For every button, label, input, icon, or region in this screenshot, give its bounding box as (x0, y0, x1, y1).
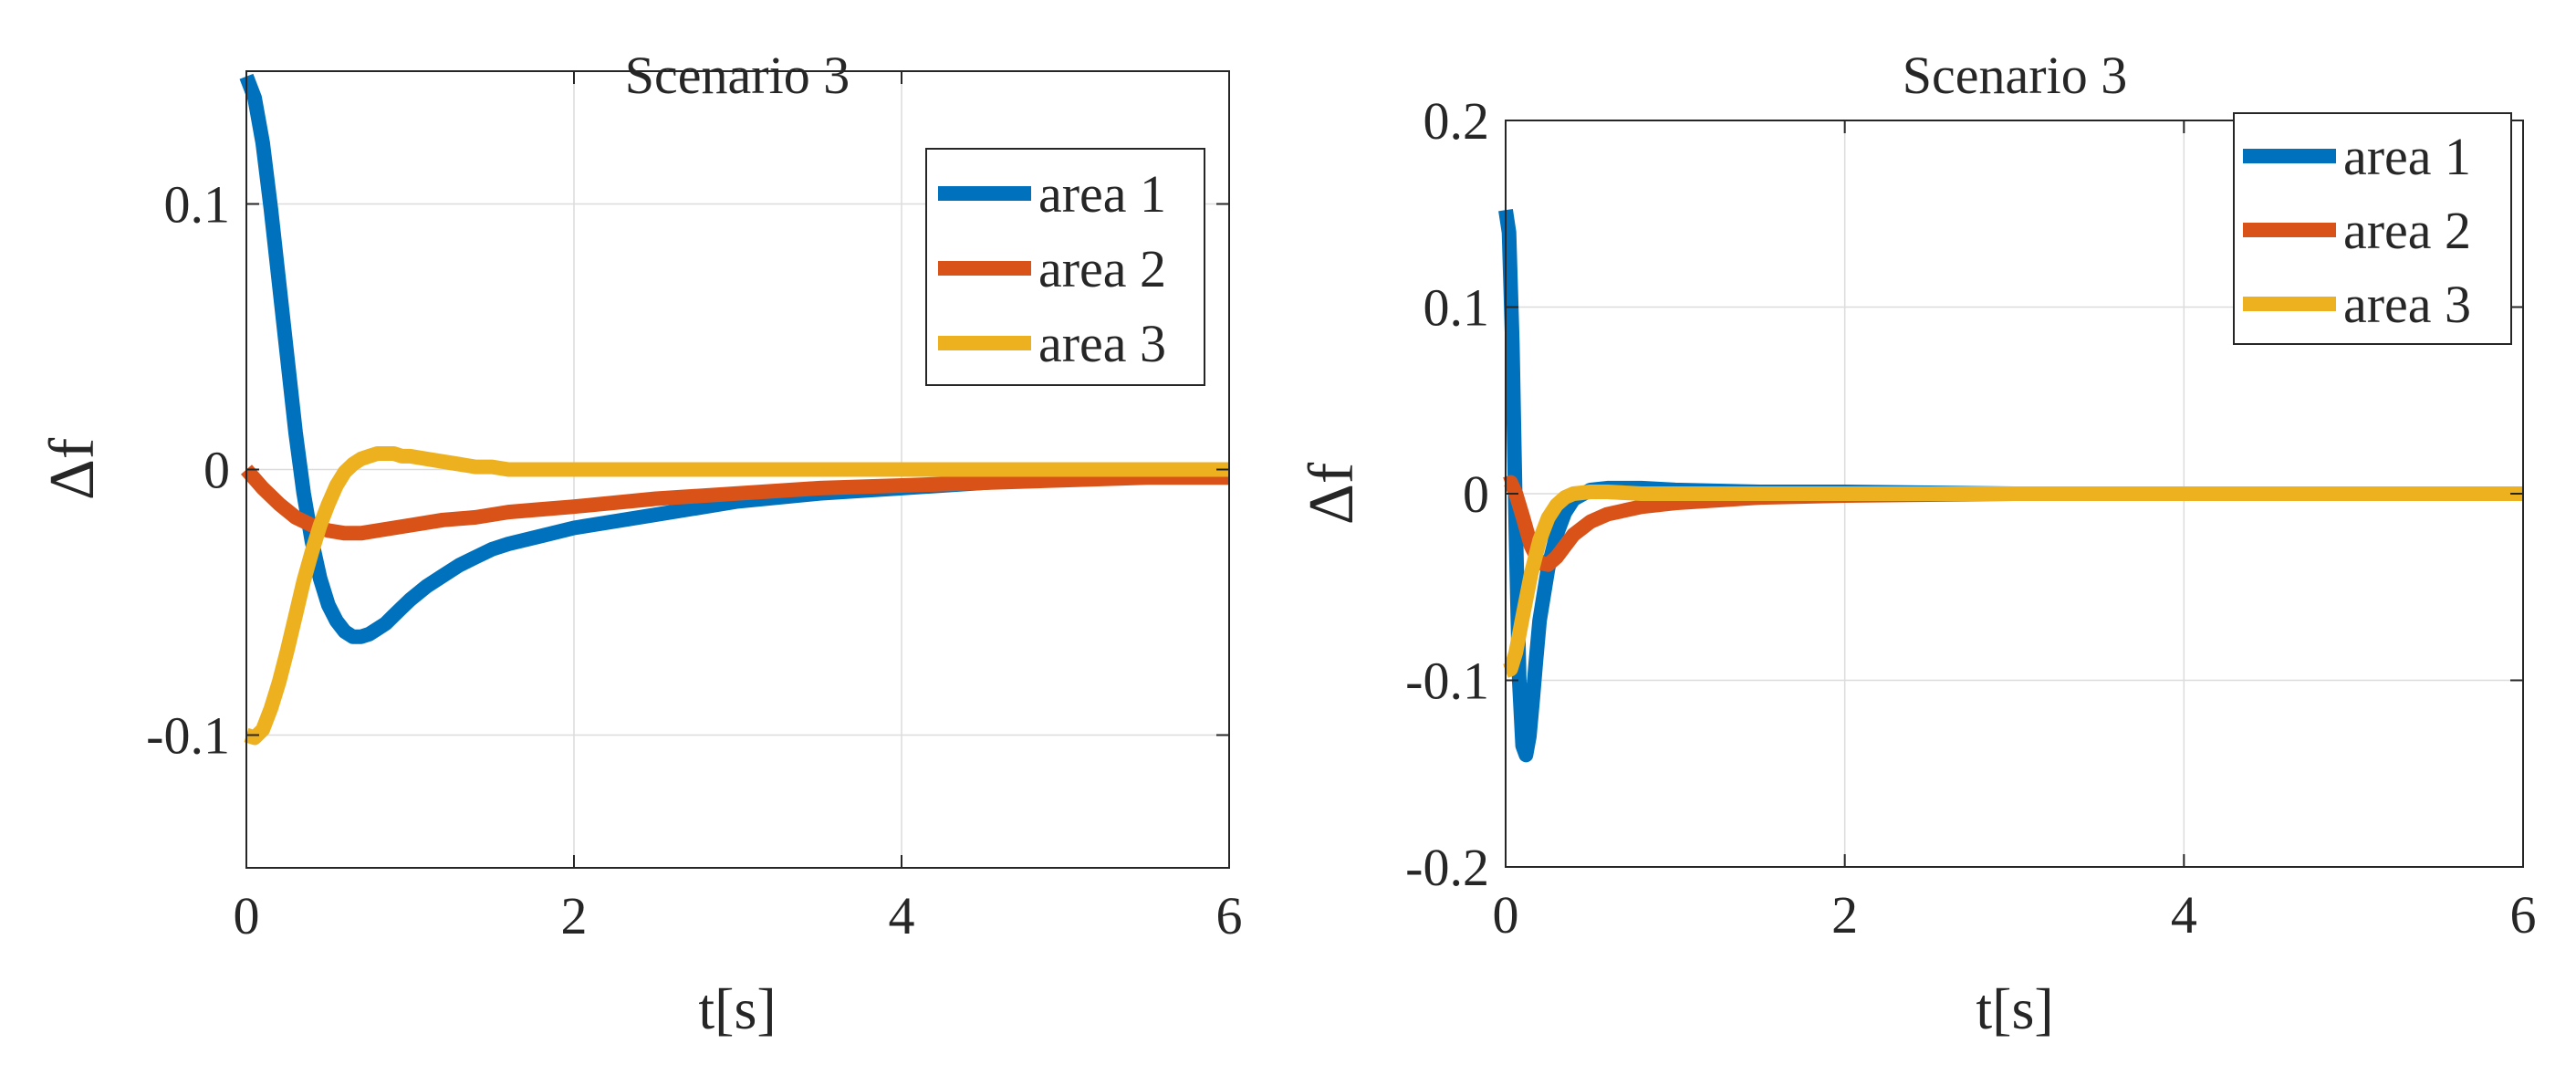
x-tick-label: 6 (1216, 886, 1243, 945)
y-tick-label: -0.2 (1405, 838, 1489, 897)
legend-label-area-1-left: area 1 (1038, 164, 1166, 224)
chart-title-left: Scenario 3 (625, 46, 850, 105)
x-tick-label: 0 (1493, 885, 1519, 945)
y-tick-label: -0.1 (146, 706, 230, 766)
legend-right: area 1 area 2 area 3 (2233, 112, 2512, 345)
series-line-area-1-left (239, 73, 1230, 644)
series-line-area-2-left (240, 464, 1229, 541)
x-axis-label-left: t[s] (698, 976, 776, 1041)
legend-label-area-1-right: area 1 (2343, 127, 2471, 186)
y-axis-label-right: Δf (1297, 462, 1367, 525)
ticks-right: 0 2 4 6 -0.2 -0.1 0 0.1 0.2 (1405, 91, 2536, 945)
x-axis-label-right: t[s] (1976, 976, 2053, 1041)
scenario-3-right-panel: 0 2 4 6 -0.2 -0.1 0 0.1 0.2 Scenario 3 t[s] Δf a… (1297, 46, 2537, 1041)
x-tick-label: 2 (1831, 885, 1858, 945)
y-tick-label: 0.1 (1424, 278, 1490, 338)
series-line-area-3-left (244, 446, 1229, 746)
series-right (1498, 209, 2523, 763)
legend-label-area-3-right: area 3 (2343, 275, 2471, 334)
legend-left: area 1 area 2 area 3 (925, 148, 1205, 386)
series-left (239, 73, 1230, 746)
y-tick-label: 0.2 (1424, 91, 1490, 151)
x-tick-label: 4 (2171, 885, 2197, 945)
y-tick-label: 0 (1463, 464, 1489, 524)
series-line-area-3-right (1503, 485, 2523, 678)
y-tick-label: -0.1 (1405, 652, 1489, 711)
x-tick-label: 2 (561, 886, 588, 945)
x-tick-label: 4 (889, 886, 915, 945)
y-axis-label-left: Δf (37, 437, 108, 500)
legend-label-area-2-left: area 2 (1038, 239, 1166, 298)
y-tick-label: 0 (203, 441, 230, 500)
x-tick-label: 6 (2510, 885, 2537, 945)
chart-title-right: Scenario 3 (1903, 46, 2127, 105)
y-tick-label: 0.1 (164, 175, 231, 235)
legend-label-area-2-right: area 2 (2343, 201, 2471, 260)
legend-label-area-3-left: area 3 (1038, 314, 1166, 373)
x-tick-label: 0 (234, 886, 260, 945)
ticks-left: 0 2 4 6 -0.1 0 0.1 (146, 71, 1243, 945)
scenario-3-left-panel: 0 2 4 6 -0.1 0 0.1 Scenario 3 t[s] Δf area 1 a… (37, 46, 1243, 1041)
